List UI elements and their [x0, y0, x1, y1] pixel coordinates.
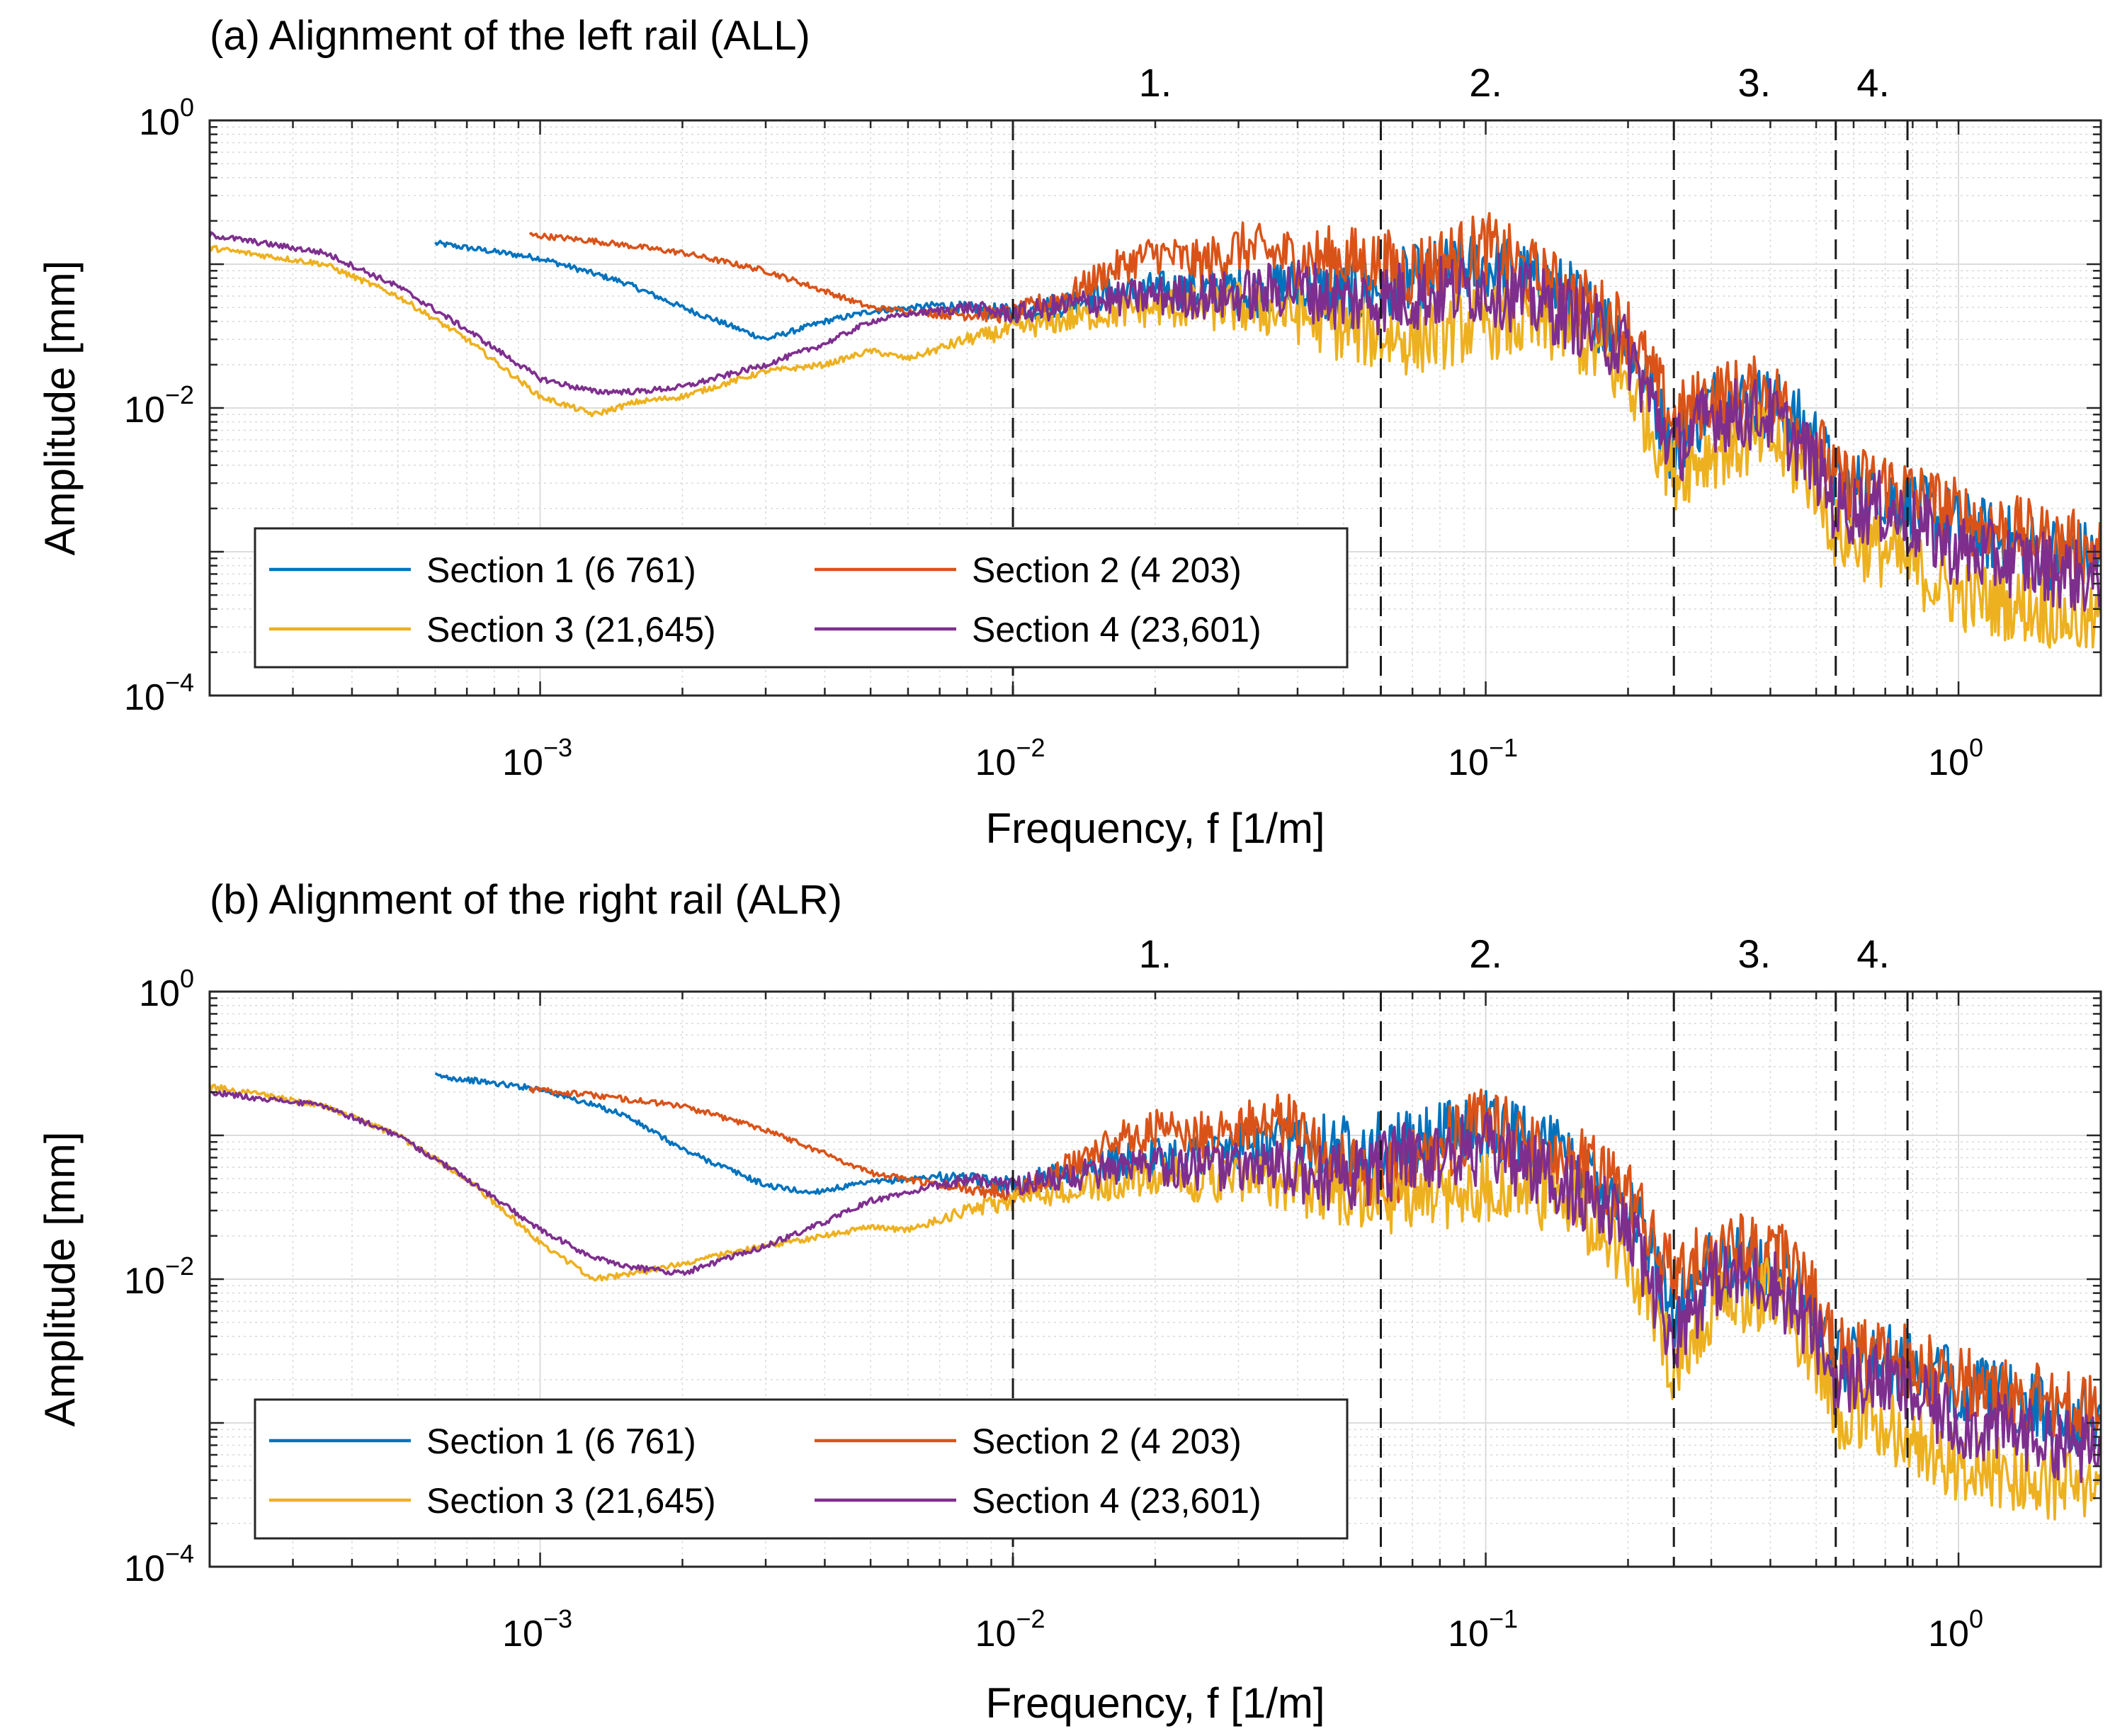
legend-label-4: Section 4 (23,601) — [972, 1481, 1261, 1521]
band-label: 4. — [1856, 60, 1890, 105]
chart-title-bottom: (b) Alignment of the right rail (ALR) — [210, 877, 842, 923]
x-tick-label: 10−2 — [975, 1604, 1045, 1655]
band-label: 3. — [1737, 931, 1771, 976]
band-label: 2. — [1469, 60, 1502, 105]
panel-top: (a) Alignment of the left rail (ALL) 1. 2… — [36, 13, 2102, 852]
chart-title-top: (a) Alignment of the left rail (ALL) — [210, 13, 810, 59]
band-label: 1. — [1139, 60, 1172, 105]
band-label: 3. — [1737, 60, 1771, 105]
x-tick-label: 10−1 — [1448, 733, 1518, 783]
series-line-4 — [209, 1089, 2101, 1483]
tick-labels-top: 10−3 10−2 10−1 100 100 10−2 10−4 — [124, 93, 1983, 783]
plot-frame-top — [208, 119, 2102, 697]
panel-bottom: (b) Alignment of the right rail (ALR) 1.… — [36, 877, 2102, 1727]
y-tick-label: 100 — [139, 93, 194, 143]
legend-label-2: Section 2 (4 203) — [972, 550, 1242, 590]
band-label: 2. — [1469, 931, 1502, 976]
tick-labels-bottom: 10−3 10−2 10−1 100 100 10−2 10−4 — [124, 964, 1983, 1655]
y-tick-label: 100 — [139, 964, 194, 1014]
y-tick-label: 10−2 — [124, 380, 194, 431]
y-tick-label: 10−2 — [124, 1252, 194, 1302]
series-lines-bottom — [208, 1072, 2102, 1521]
band-labels-bottom: 1. 2. 3. 4. — [1139, 931, 1890, 976]
y-tick-label: 10−4 — [124, 668, 194, 718]
x-tick-label: 100 — [1928, 733, 1983, 783]
x-tick-label: 10−2 — [975, 733, 1045, 783]
minor-grid-top — [209, 120, 2102, 696]
x-axis-label-top: Frequency, f [1/m] — [985, 805, 1325, 852]
x-axis-label-bottom: Frequency, f [1/m] — [985, 1679, 1325, 1727]
legend-box-bottom — [254, 1398, 1349, 1540]
x-tick-label: 10−3 — [502, 733, 572, 783]
legend-box-top — [254, 527, 1349, 669]
band-label: 1. — [1139, 931, 1172, 976]
legend-label-2: Section 2 (4 203) — [972, 1422, 1242, 1461]
plot-frame-bottom — [208, 990, 2102, 1568]
x-tick-label: 100 — [1928, 1604, 1983, 1655]
legend-bottom: Section 1 (6 761) Section 2 (4 203) Sectio… — [254, 1398, 1349, 1540]
y-axis-label-top: Amplitude [mm] — [36, 261, 84, 556]
legend-label-3: Section 3 (21,645) — [426, 1481, 716, 1521]
legend-label-1: Section 1 (6 761) — [426, 1422, 696, 1461]
legend-top: Section 1 (6 761) Section 2 (4 203) Sectio… — [254, 527, 1349, 669]
legend-label-1: Section 1 (6 761) — [426, 550, 696, 590]
legend-label-4: Section 4 (23,601) — [972, 610, 1261, 649]
series-line-4 — [208, 231, 2101, 612]
series-lines-top — [208, 212, 2102, 649]
y-axis-label-bottom: Amplitude [mm] — [36, 1132, 84, 1427]
band-labels-top: 1. 2. 3. 4. — [1139, 60, 1890, 105]
x-tick-label: 10−1 — [1448, 1604, 1518, 1655]
y-tick-label: 10−4 — [124, 1539, 194, 1589]
legend-label-3: Section 3 (21,645) — [426, 610, 716, 649]
band-label: 4. — [1856, 931, 1890, 976]
x-tick-label: 10−3 — [502, 1604, 572, 1655]
